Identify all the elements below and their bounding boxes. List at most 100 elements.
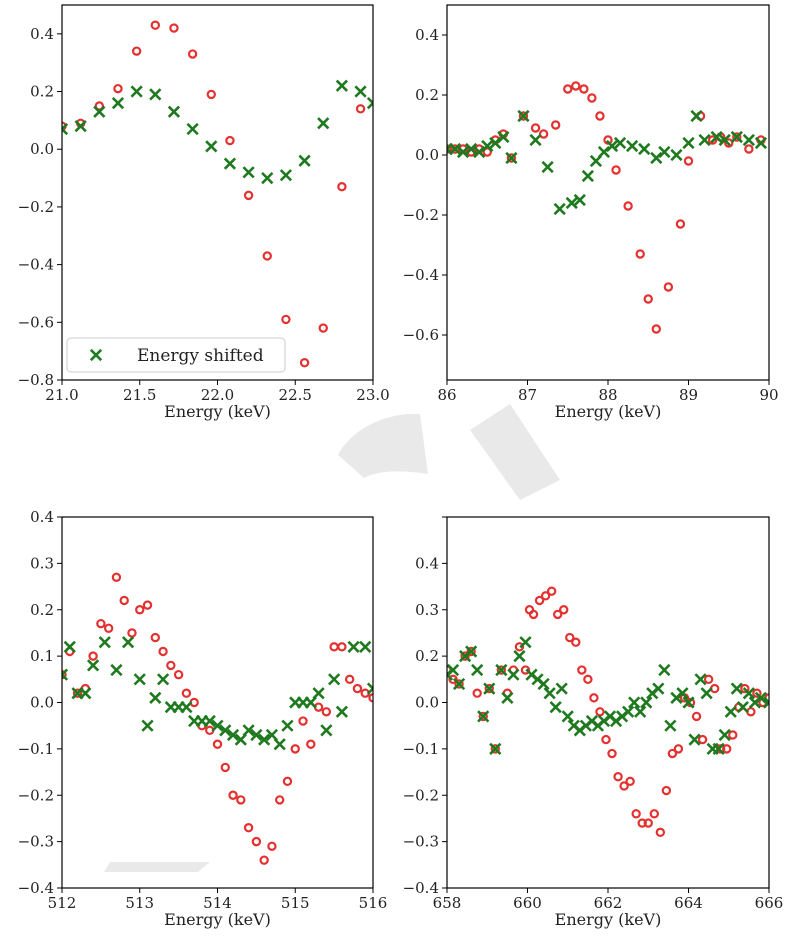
y-tick-label: −0.2 xyxy=(18,786,54,804)
data-point-cross xyxy=(223,157,237,170)
data-point-cross xyxy=(652,682,665,695)
x-tick-label: 90 xyxy=(759,386,778,404)
data-point-cross xyxy=(477,710,490,723)
data-point-cross xyxy=(519,636,532,649)
data-point-circle xyxy=(321,707,332,717)
x-tick-label: 23.0 xyxy=(356,386,389,404)
data-point-cross xyxy=(211,719,224,732)
data-point-cross xyxy=(328,673,341,686)
data-point-cross xyxy=(742,133,755,147)
y-tick-label: −0.4 xyxy=(403,266,439,284)
y-tick-label: 0.0 xyxy=(30,140,54,158)
data-point-cross xyxy=(447,663,460,677)
data-point-cross xyxy=(63,640,76,653)
data-point-cross xyxy=(762,696,769,709)
data-point-cross xyxy=(700,687,713,700)
data-point-cross xyxy=(553,202,566,216)
data-point-circle xyxy=(538,129,549,139)
data-point-cross xyxy=(317,117,330,130)
data-point-circle xyxy=(337,642,347,652)
axes-frame xyxy=(61,4,374,381)
data-point-cross xyxy=(638,142,651,156)
data-point-cross xyxy=(203,714,216,728)
data-point-circle xyxy=(490,744,500,754)
data-point-circle xyxy=(72,688,83,698)
data-point-circle xyxy=(225,135,235,146)
data-point-circle xyxy=(243,823,254,833)
data-point-circle xyxy=(228,790,238,800)
x-axis-label: Energy (keV) xyxy=(555,910,662,929)
data-point-cross xyxy=(565,196,578,210)
data-point-cross xyxy=(605,139,619,153)
data-point-circle xyxy=(150,20,160,30)
data-point-circle xyxy=(683,156,694,166)
x-tick-label: 89 xyxy=(679,386,698,404)
data-point-circle xyxy=(732,132,742,142)
data-point-circle xyxy=(306,739,316,749)
data-point-cross xyxy=(483,682,496,695)
data-point-cross xyxy=(242,724,255,737)
data-point-cross xyxy=(581,169,594,183)
data-point-cross xyxy=(452,677,466,691)
data-point-cross xyxy=(634,705,647,718)
data-point-cross xyxy=(517,109,530,123)
data-point-cross xyxy=(366,96,373,110)
data-point-circle xyxy=(550,120,561,130)
y-tick-label: 0.4 xyxy=(415,26,439,44)
data-point-circle xyxy=(344,674,355,685)
data-point-cross xyxy=(561,710,574,723)
data-point-cross xyxy=(93,105,106,118)
y-tick-label: −0.4 xyxy=(18,256,54,274)
data-point-circle xyxy=(478,711,488,722)
data-point-cross xyxy=(156,673,170,686)
x-tick-label: 660 xyxy=(513,894,542,912)
data-point-cross xyxy=(628,696,641,709)
data-point-circle xyxy=(448,674,458,685)
y-tick-label: 0.2 xyxy=(30,83,54,101)
series-energy-shifted xyxy=(447,109,768,216)
x-axis-label: Energy (keV) xyxy=(164,910,271,929)
data-point-circle xyxy=(166,660,176,671)
data-point-cross xyxy=(549,701,562,714)
series-original xyxy=(62,572,373,865)
data-point-circle xyxy=(667,748,678,759)
data-point-circle xyxy=(236,795,246,805)
data-point-circle xyxy=(661,785,672,796)
data-point-cross xyxy=(242,166,255,179)
x-tick-label: 22.0 xyxy=(201,386,234,404)
data-point-circle xyxy=(587,93,597,103)
data-point-circle xyxy=(595,707,605,717)
y-tick-label: −0.3 xyxy=(403,833,439,851)
data-point-circle xyxy=(281,314,291,325)
data-point-cross xyxy=(110,663,123,677)
data-point-circle xyxy=(466,646,476,657)
data-point-circle xyxy=(299,357,310,368)
axes-frame xyxy=(446,516,770,889)
data-point-circle xyxy=(752,688,762,698)
data-point-cross xyxy=(698,133,711,147)
data-point-circle xyxy=(663,282,674,292)
data-point-cross xyxy=(261,171,274,185)
data-point-circle xyxy=(571,637,581,647)
data-point-circle xyxy=(530,123,541,133)
data-point-circle xyxy=(697,734,708,745)
data-point-circle xyxy=(623,201,633,211)
x-tick-label: 21.5 xyxy=(123,386,156,404)
x-tick-label: 514 xyxy=(203,894,232,912)
data-point-cross xyxy=(682,696,695,709)
data-point-circle xyxy=(655,827,666,838)
data-point-cross xyxy=(682,136,695,150)
y-tick-label: 0.2 xyxy=(415,86,439,104)
x-tick-label: 88 xyxy=(598,386,617,404)
data-point-cross xyxy=(335,79,349,92)
data-point-circle xyxy=(643,294,653,304)
data-point-circle xyxy=(318,323,328,333)
data-point-cross xyxy=(658,145,671,159)
data-point-circle xyxy=(220,762,230,773)
data-point-circle xyxy=(707,135,718,145)
data-point-circle xyxy=(546,586,557,596)
data-point-circle xyxy=(142,600,153,610)
data-point-cross xyxy=(541,160,554,174)
data-point-circle xyxy=(482,147,492,157)
